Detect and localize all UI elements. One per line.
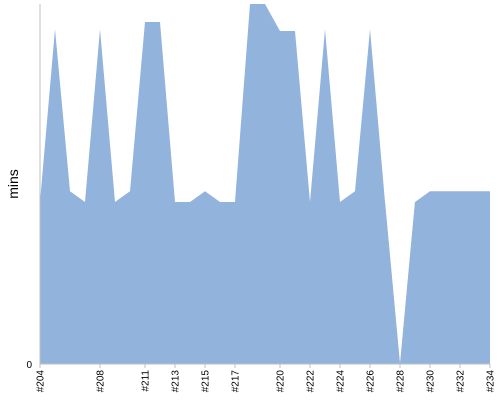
x-tick-label: #208 — [96, 370, 107, 393]
x-tick-label: #234 — [486, 370, 497, 393]
x-tick-label: #220 — [276, 370, 287, 393]
x-tick-label: #228 — [396, 370, 407, 393]
y-tick-labels: 0 — [26, 360, 32, 371]
y-tick-label: 0 — [26, 360, 32, 371]
x-tick-label: #230 — [426, 370, 437, 393]
x-tick-label: #217 — [231, 370, 242, 393]
x-tick-label: #232 — [456, 370, 467, 393]
x-tick-label: #215 — [201, 370, 212, 393]
x-tick-label: #224 — [336, 370, 347, 393]
series-area-0 — [40, 4, 490, 364]
y-axis-title: mins — [5, 169, 21, 199]
x-tick-label: #226 — [366, 370, 377, 393]
x-tick-label: #213 — [171, 370, 182, 393]
blue-area-layer — [40, 4, 490, 364]
x-tick-label: #204 — [36, 370, 47, 393]
x-tick-label: #211 — [141, 370, 152, 392]
x-tick-label: #222 — [306, 370, 317, 393]
x-tick-labels: #204 #208 #211 #213 #215 #217 #220 #222 #224 #226… — [36, 364, 497, 392]
